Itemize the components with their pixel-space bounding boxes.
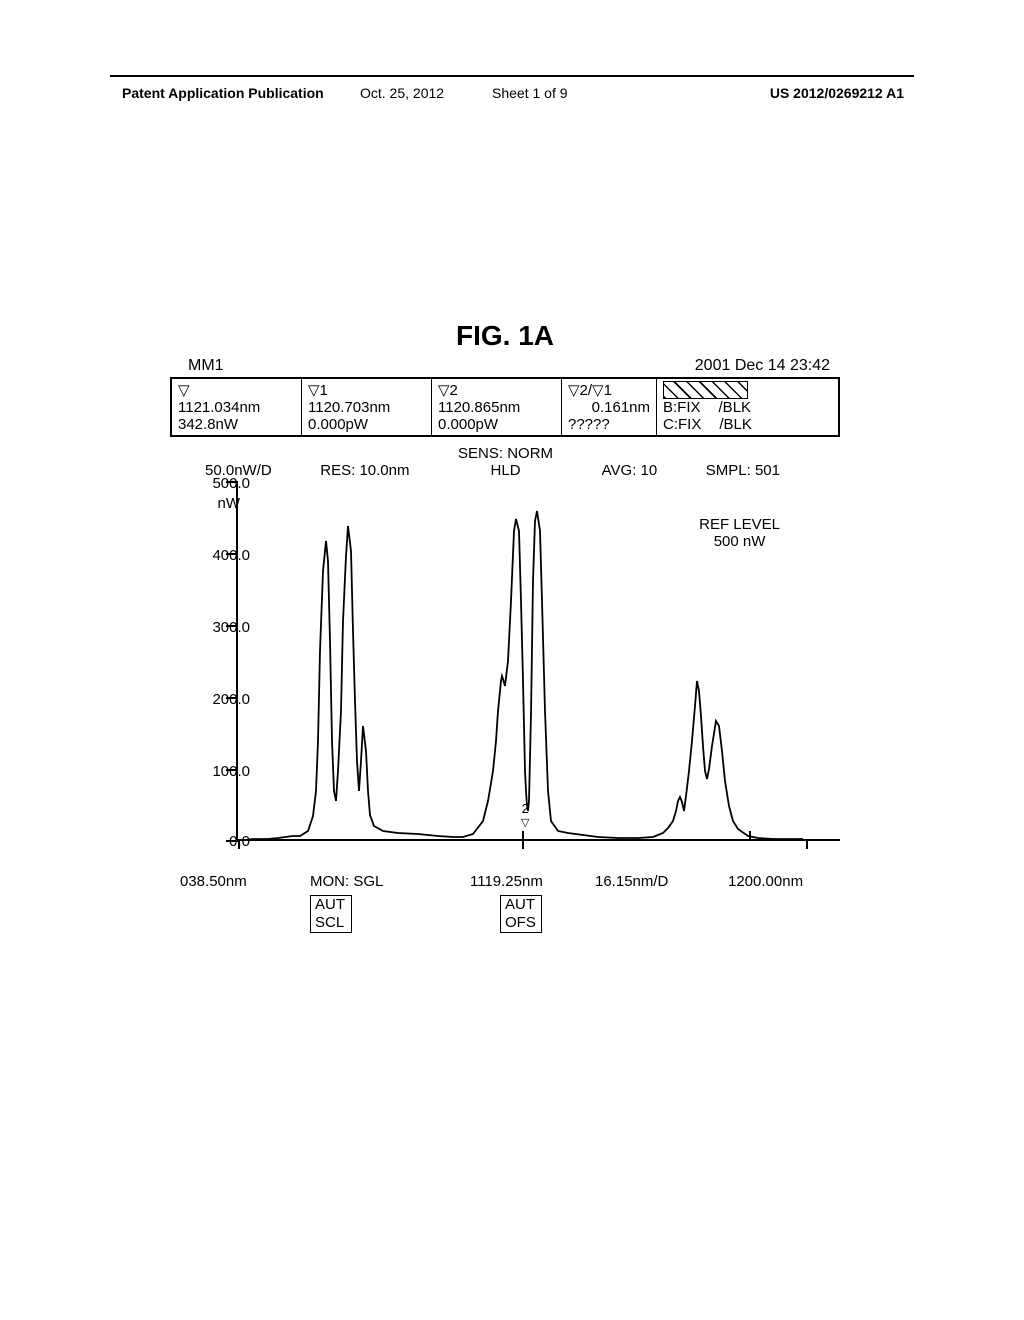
x-center: 1119.25nm [470, 873, 543, 890]
trace-c-label: C:FIX [663, 416, 701, 433]
publication-number: US 2012/0269212 A1 [770, 85, 904, 101]
x-scale: 16.15nm/D [595, 873, 668, 890]
x-start: 038.50nm [180, 873, 247, 890]
averaging: AVG: 10 [602, 462, 658, 479]
marker1-power: 0.000pW [308, 416, 425, 433]
header-rule [110, 75, 914, 77]
figure-title: FIG. 1A [170, 320, 840, 352]
y-tick-500 [226, 481, 238, 483]
hatched-box [663, 381, 748, 399]
marker-col-1: ▽1 1120.703nm 0.000pW [302, 379, 432, 435]
sample-count: SMPL: 501 [706, 462, 780, 479]
aut-scl-box: AUT SCL [310, 895, 352, 933]
marker-data-table: ▽ 1121.034nm 342.8nW ▽1 1120.703nm 0.000… [170, 377, 840, 437]
resolution: RES: 10.0nm [320, 462, 409, 479]
marker2-power: 0.000pW [438, 416, 555, 433]
publication-date: Oct. 25, 2012 [360, 85, 444, 101]
marker0-wavelength: 1121.034nm [178, 399, 295, 416]
trace-b-blk: /BLK [719, 399, 752, 416]
marker0-symbol: ▽ [178, 381, 295, 399]
publication-label: Patent Application Publication [122, 85, 324, 101]
diff-power: ????? [568, 416, 650, 433]
marker-col-0: ▽ 1121.034nm 342.8nW [172, 379, 302, 435]
trace-c-blk: /BLK [719, 416, 752, 433]
mon-label: MON: SGL [310, 873, 383, 890]
y-tick-300 [226, 625, 238, 627]
marker2-wavelength: 1120.865nm [438, 399, 555, 416]
marker-col-diff: ▽2/▽1 0.161nm ????? [562, 379, 657, 435]
y-tick-0 [226, 840, 238, 842]
sensitivity: SENS: NORM [458, 445, 553, 462]
marker2-label: ▽2 [438, 381, 555, 399]
marker1-label: ▽1 [308, 381, 425, 399]
sheet-info: Sheet 1 of 9 [492, 85, 568, 101]
y-tick-200 [226, 697, 238, 699]
spectrum-trace [238, 481, 808, 841]
settings-row: 50.0nW/D RES: 10.0nm SENS: NORM HLD AVG:… [170, 445, 840, 479]
figure-top-row: MM1 2001 Dec 14 23:42 [170, 357, 840, 375]
diff-label: ▽2/▽1 [568, 381, 650, 399]
hold: HLD [491, 462, 521, 479]
y-tick-400 [226, 553, 238, 555]
marker1-wavelength: 1120.703nm [308, 399, 425, 416]
aut-ofs-box: AUT OFS [500, 895, 542, 933]
y-tick-100 [226, 769, 238, 771]
timestamp: 2001 Dec 14 23:42 [695, 357, 830, 375]
spectrum-chart: 500.0 nW 400.0 300.0 200.0 100.0 0.0 REF… [176, 481, 840, 871]
diff-wavelength: 0.161nm [568, 399, 650, 416]
marker0-power: 342.8nW [178, 416, 295, 433]
x-end: 1200.00nm [728, 873, 803, 890]
figure-panel: FIG. 1A MM1 2001 Dec 14 23:42 ▽ 1121.034… [170, 320, 840, 895]
y-unit: nW [180, 495, 240, 512]
trace-b-label: B:FIX [663, 399, 701, 416]
trace-col: B:FIX /BLK C:FIX /BLK [657, 379, 827, 435]
mm1-label: MM1 [188, 357, 224, 375]
marker-col-2: ▽2 1120.865nm 0.000pW [432, 379, 562, 435]
